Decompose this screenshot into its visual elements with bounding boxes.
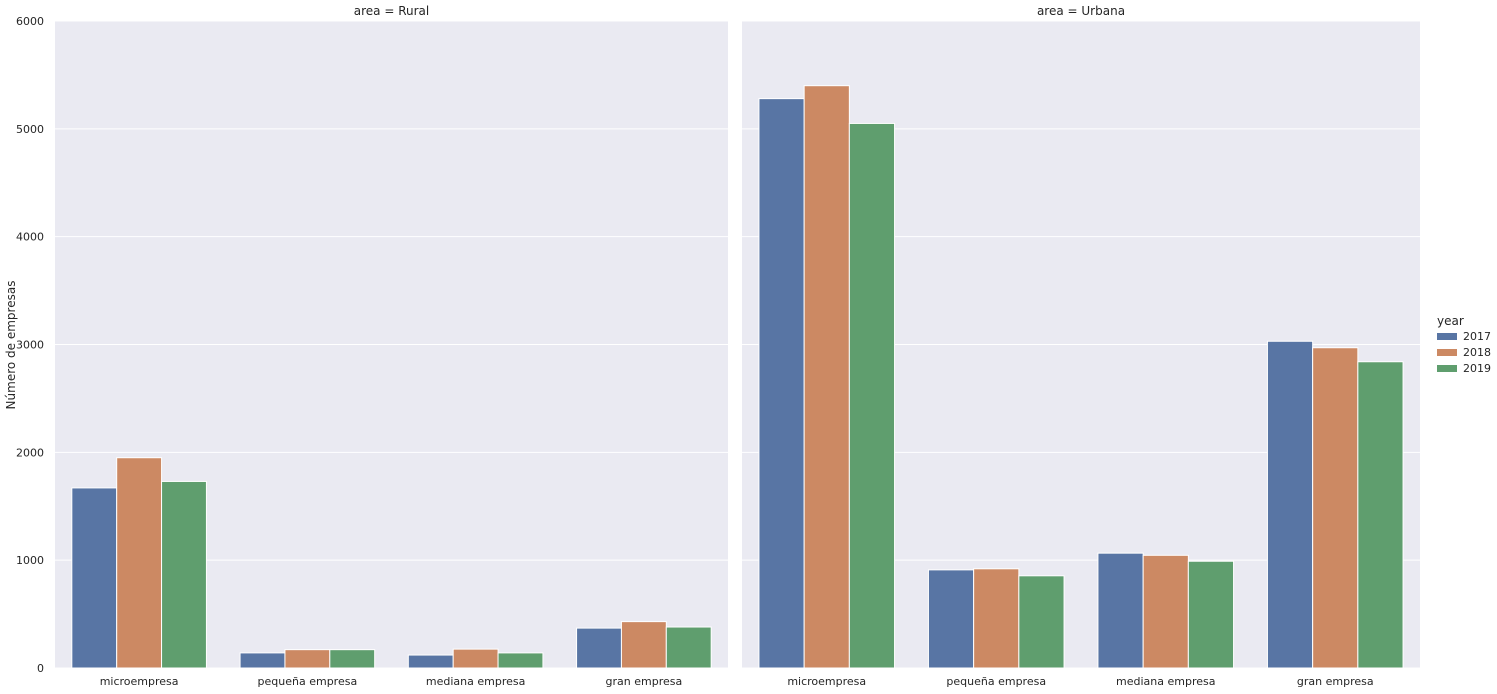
facet-2: area = Urbana microempresa pequeña empresa…	[742, 4, 1420, 688]
bar-2018-gran-empresa	[1312, 347, 1359, 669]
bar-2017-gran-empresa	[576, 627, 622, 669]
x-tick-label: pequeña empresa	[258, 675, 358, 688]
x-tick-label: gran empresa	[1297, 675, 1374, 688]
bar-2018-mediana-empresa	[1142, 554, 1189, 669]
y-tick-label: 5000	[16, 123, 44, 136]
bar-2019-microempresa	[161, 480, 207, 669]
x-tick-label: mediana empresa	[426, 675, 525, 688]
y-tick-label: 3000	[16, 339, 44, 352]
bar-2018-pequeña-empresa	[284, 649, 331, 669]
legend-swatch-2019	[1437, 365, 1457, 372]
legend-label: 2018	[1463, 346, 1491, 359]
y-tick-label: 6000	[16, 15, 44, 28]
legend-label: 2019	[1463, 362, 1491, 375]
x-tick-label: pequeña empresa	[946, 675, 1046, 688]
legend-swatch-2018	[1437, 349, 1457, 356]
bar-2019-pequeña-empresa	[1018, 575, 1065, 669]
facet-1: 0 1000 2000 3000 4000 5000 6000 area = Rural mic…	[16, 4, 728, 688]
y-tick-label: 2000	[16, 446, 44, 459]
bar-2018-gran-empresa	[620, 621, 667, 669]
x-tick-label: microempresa	[787, 675, 866, 688]
bar-2018-pequeña-empresa	[973, 568, 1020, 669]
legend-swatch-2017	[1437, 333, 1457, 340]
y-axis-label: Número de empresas	[4, 281, 18, 410]
bar-2017-pequeña-empresa	[239, 652, 286, 669]
legend-title: year	[1437, 314, 1464, 328]
facets: 0 1000 2000 3000 4000 5000 6000 area = Rural mic…	[16, 4, 1420, 688]
x-tick-label: mediana empresa	[1116, 675, 1215, 688]
y-tick-label: 1000	[16, 554, 44, 567]
bar-2017-pequeña-empresa	[927, 569, 975, 669]
bar-2017-mediana-empresa	[407, 654, 454, 669]
bar-2019-pequeña-empresa	[329, 649, 376, 669]
x-tick-label: microempresa	[100, 675, 179, 688]
legend-label: 2017	[1463, 330, 1491, 343]
bar-2017-microempresa	[71, 487, 118, 669]
bar-2017-mediana-empresa	[1097, 552, 1144, 669]
bar-2017-gran-empresa	[1266, 340, 1314, 669]
y-tick-label: 4000	[16, 231, 44, 244]
bar-2018-microempresa	[116, 457, 163, 669]
legend: year 2017 2018 2019	[1437, 314, 1491, 375]
bar-2019-gran-empresa	[665, 626, 712, 669]
bar-2018-microempresa	[803, 85, 850, 669]
bar-2018-mediana-empresa	[452, 648, 499, 669]
y-tick-label: 0	[37, 662, 44, 675]
bar-2019-mediana-empresa	[497, 652, 544, 669]
x-tick-label: gran empresa	[606, 675, 683, 688]
facet-title: area = Rural	[354, 4, 429, 18]
bar-2019-gran-empresa	[1357, 361, 1404, 669]
bar-2019-mediana-empresa	[1187, 560, 1235, 669]
facet-title: area = Urbana	[1037, 4, 1125, 18]
bar-2017-microempresa	[758, 98, 805, 669]
bar-2019-microempresa	[848, 122, 896, 669]
